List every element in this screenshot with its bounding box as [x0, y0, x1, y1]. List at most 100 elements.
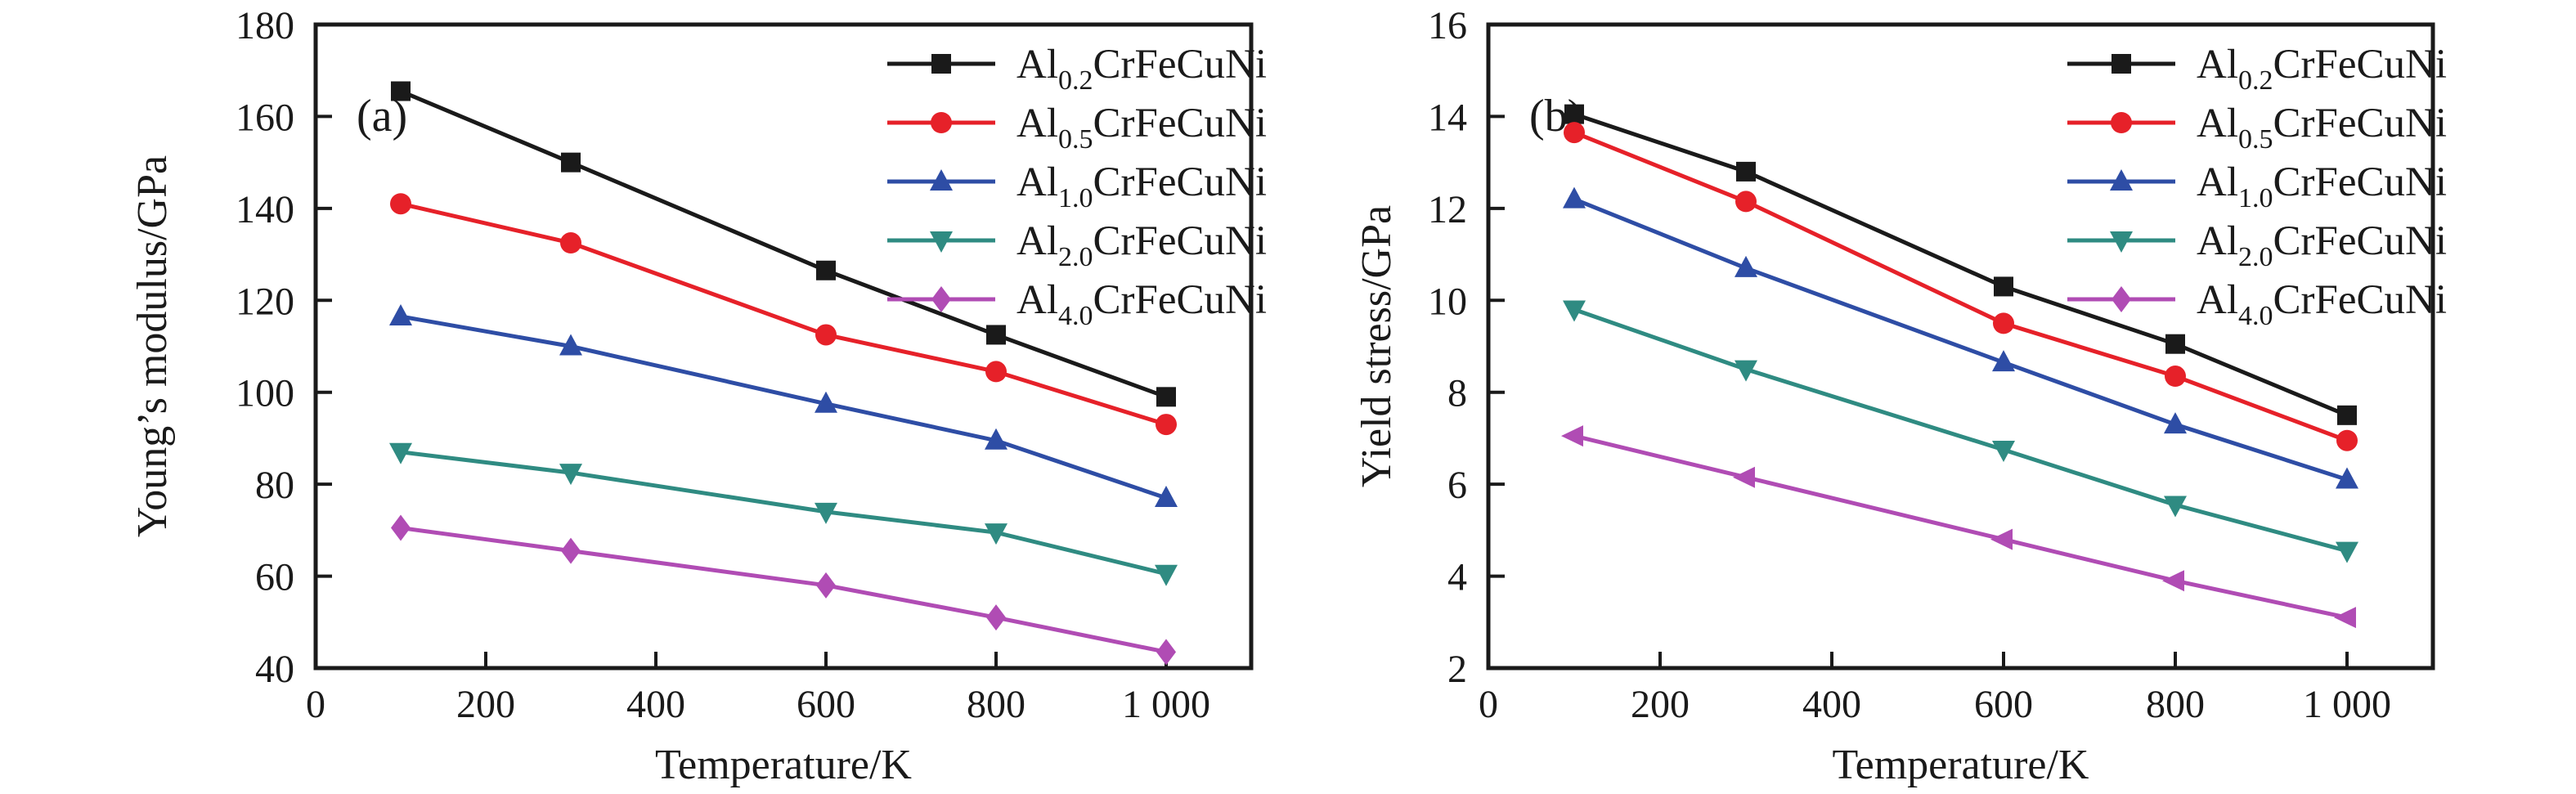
marker-circle: [1564, 122, 1585, 144]
marker-triangle-up: [1992, 350, 2015, 372]
legend-label: Al1.0CrFeCuNi: [1016, 159, 1267, 213]
marker-triangle-up: [559, 334, 582, 356]
y-tick-label: 8: [1447, 372, 1467, 415]
marker-square: [391, 81, 411, 101]
marker-circle: [1993, 312, 2014, 334]
y-tick-label: 60: [255, 556, 294, 599]
y-tick-label: 40: [255, 648, 294, 691]
marker-circle: [931, 112, 952, 133]
marker-triangle-left: [1561, 425, 1583, 447]
legend-item-Al2.0CrFeCuNi: Al2.0CrFeCuNi: [2067, 218, 2447, 272]
series-Al0.5CrFeCuNi: [1564, 122, 2358, 451]
marker-triangle-up: [2110, 169, 2133, 191]
legend-label: Al2.0CrFeCuNi: [1016, 218, 1267, 272]
legend-label: Al0.2CrFeCuNi: [1016, 42, 1267, 96]
series-Al0.2CrFeCuNi: [391, 81, 1176, 407]
y-tick-label: 16: [1428, 4, 1467, 47]
y-tick-label: 4: [1447, 556, 1467, 599]
marker-triangle-down: [389, 442, 412, 464]
marker-diamond: [561, 537, 581, 564]
marker-circle: [815, 324, 837, 346]
marker-triangle-down: [1735, 360, 1757, 382]
legend-label: Al4.0CrFeCuNi: [2197, 277, 2447, 331]
legend-item-Al2.0CrFeCuNi: Al2.0CrFeCuNi: [887, 218, 1267, 272]
series-Al1.0CrFeCuNi: [389, 303, 1178, 508]
marker-triangle-down: [2164, 496, 2187, 518]
y-axis-title: Yield stress/GPa: [1353, 205, 1400, 487]
legend: Al0.2CrFeCuNiAl0.5CrFeCuNiAl1.0CrFeCuNiA…: [887, 42, 1267, 331]
y-tick-label: 120: [236, 280, 294, 323]
x-tick-label: 200: [456, 683, 515, 726]
marker-square: [1736, 161, 1756, 182]
marker-circle: [1156, 414, 1177, 436]
x-tick-label: 1 000: [1122, 683, 1210, 726]
x-tick-label: 800: [967, 683, 1025, 726]
legend-item-Al4.0CrFeCuNi: Al4.0CrFeCuNi: [2067, 277, 2447, 331]
x-tick-label: 200: [1631, 683, 1690, 726]
legend-item-Al0.5CrFeCuNi: Al0.5CrFeCuNi: [2067, 101, 2447, 155]
marker-square: [2112, 54, 2131, 74]
marker-triangle-up: [1735, 255, 1757, 277]
marker-square: [2165, 334, 2185, 354]
legend-label: Al2.0CrFeCuNi: [2197, 218, 2447, 272]
marker-triangle-down: [1155, 564, 1178, 586]
series-Al0.5CrFeCuNi: [390, 193, 1177, 436]
marker-circle: [985, 361, 1007, 383]
marker-triangle-up: [930, 169, 953, 191]
marker-diamond: [2112, 286, 2131, 312]
marker-square: [561, 152, 581, 173]
x-tick-label: 400: [626, 683, 685, 726]
marker-triangle-left: [2162, 570, 2184, 592]
marker-circle: [2165, 366, 2186, 388]
series-Al4.0CrFeCuNi: [1561, 425, 2356, 629]
marker-diamond: [931, 286, 951, 312]
marker-diamond: [1156, 639, 1176, 666]
marker-triangle-up: [1155, 486, 1178, 508]
marker-triangle-down: [1992, 440, 2015, 462]
marker-triangle-down: [930, 231, 953, 253]
marker-square: [1994, 276, 2013, 297]
legend-item-Al1.0CrFeCuNi: Al1.0CrFeCuNi: [887, 159, 1267, 213]
marker-circle: [390, 193, 411, 215]
y-tick-label: 140: [236, 188, 294, 231]
y-tick-label: 100: [236, 372, 294, 415]
y-tick-label: 6: [1447, 464, 1467, 507]
marker-square: [1564, 104, 1584, 124]
series-line: [1573, 433, 2348, 620]
series-line: [400, 450, 1167, 576]
legend-item-Al0.2CrFeCuNi: Al0.2CrFeCuNi: [887, 42, 1267, 96]
marker-square: [2337, 405, 2357, 425]
marker-triangle-left: [1990, 528, 2013, 550]
marker-diamond: [391, 514, 411, 541]
marker-triangle-down: [815, 502, 837, 524]
marker-triangle-up: [1563, 186, 1586, 209]
marker-triangle-up: [2164, 412, 2187, 434]
marker-triangle-left: [2334, 607, 2356, 629]
marker-square: [1156, 387, 1176, 407]
y-tick-label: 10: [1428, 280, 1467, 323]
y-tick-label: 12: [1428, 188, 1467, 231]
series-line: [400, 314, 1167, 500]
x-tick-label: 0: [1479, 683, 1498, 726]
series-Al1.0CrFeCuNi: [1563, 186, 2358, 489]
marker-square: [931, 54, 951, 74]
marker-circle: [2111, 112, 2132, 133]
legend-label: Al1.0CrFeCuNi: [2197, 159, 2447, 213]
legend: Al0.2CrFeCuNiAl0.5CrFeCuNiAl1.0CrFeCuNiA…: [2067, 42, 2447, 331]
marker-triangle-up: [815, 391, 837, 413]
y-tick-label: 14: [1428, 96, 1467, 139]
series-Al4.0CrFeCuNi: [391, 514, 1176, 666]
x-tick-label: 800: [2146, 683, 2205, 726]
legend-item-Al0.5CrFeCuNi: Al0.5CrFeCuNi: [887, 101, 1267, 155]
y-tick-label: 180: [236, 4, 294, 47]
legend-label: Al0.2CrFeCuNi: [2197, 42, 2447, 96]
marker-triangle-down: [559, 464, 582, 486]
y-axis-title: Young’s modulus/GPa: [129, 155, 176, 537]
plot-frame: [1486, 22, 2435, 671]
x-axis-title: Temperature/K: [655, 742, 912, 788]
marker-circle: [2336, 429, 2358, 451]
panel-b: 0 200 400 600 800 1 000 2 4 6 8 10 12 14 16 Temperatur…: [1353, 4, 2447, 788]
marker-triangle-up: [2336, 467, 2358, 489]
